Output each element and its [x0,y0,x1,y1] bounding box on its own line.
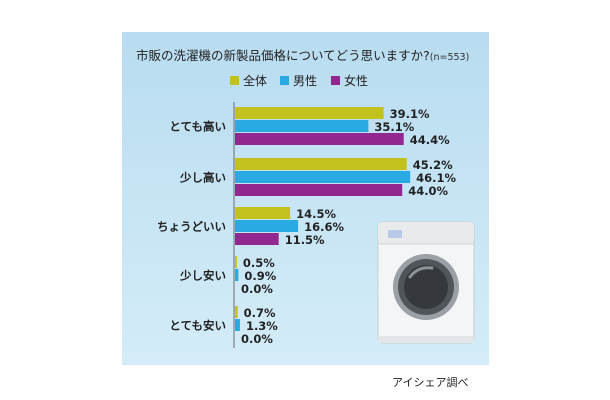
bar-male [235,319,240,331]
data-label: 0.0% [241,282,273,296]
data-label: 16.6% [304,220,344,234]
source-credit: アイシェア調べ [392,376,469,389]
data-label: 35.1% [374,120,414,134]
category-label: 少し高い [179,171,226,185]
data-label: 0.9% [244,269,276,283]
legend-label-female: 女性 [344,73,368,88]
bar-all [235,158,407,170]
data-label: 0.5% [243,256,275,270]
data-label: 0.7% [244,306,276,320]
bar-female [235,133,404,145]
bar-all [235,207,291,219]
data-label: 46.1% [416,171,456,185]
sample-size-note: (n=553) [430,52,470,63]
washing-machine-icon [377,221,475,344]
data-label: 14.5% [296,207,336,221]
legend-swatch-all [230,76,239,85]
legend-label-male: 男性 [293,74,317,88]
legend-label-all: 全体 [243,73,267,88]
bar-all [235,107,384,119]
bar-male [235,120,369,132]
data-label: 45.2% [413,158,453,172]
category-label: 少し安い [179,269,226,283]
bars-group: とても高い 39.1%35.1%44.4% 少し高い 45.2%46.1%44.0% ち… [157,107,457,346]
legend-swatch-male [280,76,289,85]
bar-all [235,256,237,268]
data-label: 11.5% [285,233,325,247]
category-label: とても安い [169,319,226,333]
legend: 全体 男性 女性 [230,73,368,88]
bar-female [235,233,279,245]
bar-male [235,171,411,183]
data-label: 1.3% [246,319,278,333]
bar-male [235,269,239,281]
chart-title: 市販の洗濯機の新製品価格についてどう思いますか?(n=553) [136,48,469,63]
data-label: 44.4% [410,133,450,147]
bar-male [235,220,299,232]
data-label: 44.0% [408,184,448,198]
data-label: 39.1% [390,107,430,121]
data-label: 0.0% [241,332,273,346]
category-label: とても高い [169,120,226,134]
bar-all [235,306,238,318]
legend-swatch-female [331,76,340,85]
category-label: ちょうどいい [157,220,226,234]
bar-female [235,184,403,196]
